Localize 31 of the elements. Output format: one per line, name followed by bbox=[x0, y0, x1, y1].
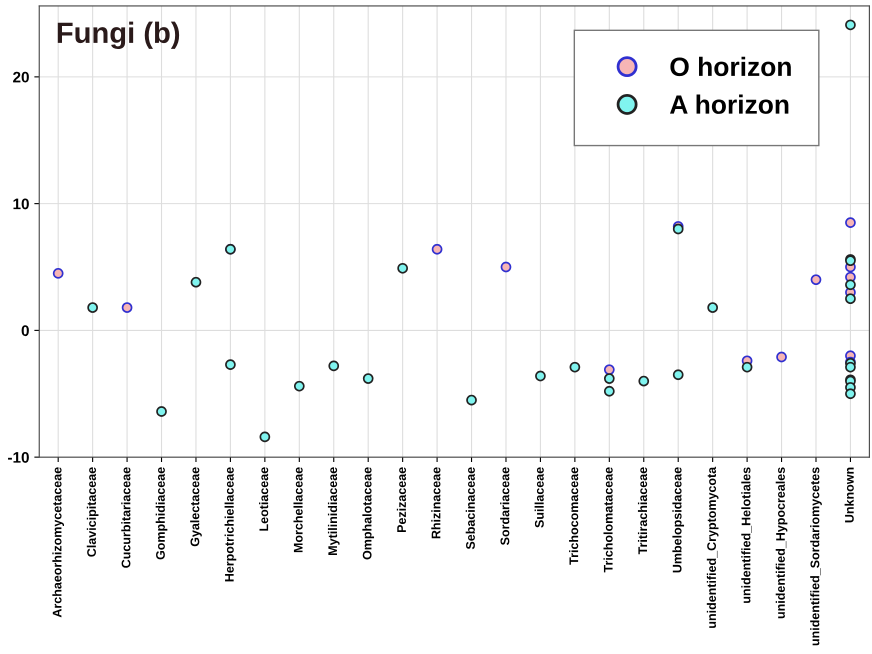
y-tick-label: -10 bbox=[8, 452, 29, 463]
x-tick-label: Unknown bbox=[844, 468, 854, 522]
x-tick-label: Cucurbitariaceae bbox=[121, 467, 130, 568]
y-tick-label: 10 bbox=[13, 198, 29, 210]
x-tick-label: unidentified_Helotiales bbox=[741, 467, 752, 603]
x-tick-label: Tritirachiaceae bbox=[638, 467, 648, 554]
x-tick-label: Gyalectaceae bbox=[190, 467, 202, 546]
x-tick-label: Pezizaceae bbox=[396, 467, 406, 532]
x-tick-label: Mytilinidiaceae bbox=[328, 467, 340, 555]
x-tick-label: Clavicipitaceae bbox=[86, 467, 98, 557]
x-tick-label: Rhizinaceae bbox=[431, 467, 440, 538]
x-tick-label: Morchellaceae bbox=[293, 467, 303, 552]
x-tick-label: Sebacinaceae bbox=[466, 467, 475, 550]
x-tick-label: unidentified_Cryptomycota bbox=[706, 466, 718, 628]
text: Fungi (b) bbox=[58, 22, 180, 49]
x-tick-label: Trichocomaceae bbox=[569, 467, 578, 565]
x-tick-label: Sordariaceae bbox=[500, 467, 510, 546]
x-tick-label: Leotiaceae bbox=[259, 467, 268, 531]
x-tick-label: Tricholomataceae bbox=[603, 467, 613, 572]
legend-label: A horizon bbox=[670, 94, 788, 114]
x-tick-label: Herpotrichiellaceae bbox=[224, 467, 236, 582]
y-tick-label: 20 bbox=[13, 72, 29, 83]
x-tick-label: Archaeorhizomycetaceae bbox=[52, 467, 64, 618]
x-tick-label: Umbelopsidaceae bbox=[672, 467, 684, 572]
y-tick-label: 0 bbox=[22, 325, 29, 336]
legend-label: O horizon bbox=[670, 56, 791, 76]
x-tick-label: Suillaceae bbox=[534, 467, 544, 528]
x-tick-label: Gomphidiaceae bbox=[156, 467, 168, 560]
x-tick-label: unidentified_Hypocreales bbox=[776, 467, 788, 618]
x-tick-label: Omphalotaceae bbox=[362, 467, 374, 560]
x-tick-label: unidentified_Sordariomycetes bbox=[810, 467, 822, 646]
